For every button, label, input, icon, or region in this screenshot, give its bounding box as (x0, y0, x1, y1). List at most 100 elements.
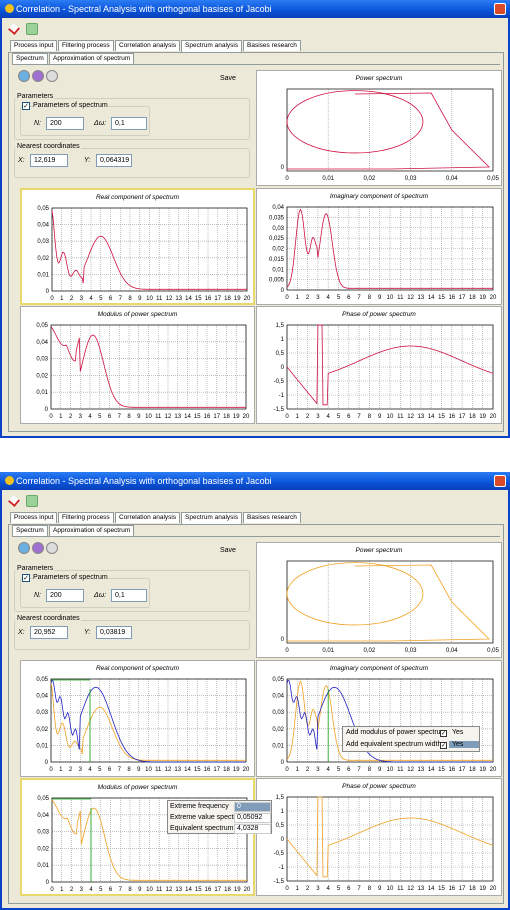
x-tick-label: 3 (316, 886, 320, 892)
x-tick-label: 16 (205, 296, 212, 302)
close-button[interactable] (494, 3, 506, 15)
input[interactable]: 200 (46, 589, 84, 602)
x-tick-label: 7 (357, 414, 361, 420)
tab[interactable]: Correlation analysis (115, 40, 181, 51)
y-tick-label: 0,02 (37, 256, 49, 262)
menu-value[interactable]: Yes (449, 741, 479, 748)
cancel-icon[interactable] (26, 23, 38, 35)
input[interactable]: 0,1 (111, 117, 147, 130)
x-tick-label: 0 (49, 767, 53, 773)
y-tick-label: 0,04 (37, 223, 49, 229)
tool-icon[interactable] (32, 542, 44, 554)
x-tick-label: 15 (438, 767, 445, 773)
curve (50, 326, 246, 408)
input[interactable]: 20,952 (30, 626, 68, 639)
table-value[interactable]: 4,0328 (234, 824, 271, 834)
y-tick-label: 0,5 (276, 351, 285, 357)
tool-icon[interactable] (46, 70, 58, 82)
input[interactable]: 0,1 (111, 589, 147, 602)
x-tick-label: 18 (224, 887, 231, 893)
y-tick-label: -1,5 (274, 879, 285, 885)
y-tick-label: 0,01 (36, 743, 48, 749)
x-tick-label: 0,02 (364, 648, 376, 654)
y-tick-label: 0,02 (37, 846, 49, 852)
x-tick-label: 1 (296, 295, 300, 301)
plot: 0 1 2 3 4 5 6 7 8 9 10 11 12 13 14 15 16 17 18 19 2000,010,0… (36, 677, 250, 773)
x-tick-label: 12 (407, 295, 414, 301)
tab[interactable]: Process input (10, 512, 58, 523)
app-icon (5, 4, 14, 13)
x-tick-label: 7 (357, 767, 361, 773)
checkbox[interactable]: ✓ (22, 102, 30, 110)
x-tick-label: 7 (119, 887, 123, 893)
subtab[interactable]: Approximation of spectrum (49, 53, 135, 64)
x-tick-label: 1 (296, 767, 300, 773)
table-label: Extreme frequency (170, 803, 229, 810)
close-button[interactable] (494, 475, 506, 487)
x-tick-label: 8 (368, 886, 372, 892)
y-tick-label: -1,5 (274, 407, 285, 413)
x-tick-label: 14 (428, 767, 435, 773)
table-value[interactable]: 0,05092 (234, 813, 271, 823)
chart-panel: Modulus of power spectrum 0 1 2 3 4 5 6 7 8 9 10 11 1… (20, 306, 255, 424)
input[interactable]: 200 (46, 117, 84, 130)
x-tick-label: 5 (98, 414, 102, 420)
table-value[interactable]: 0 (234, 802, 271, 812)
tab[interactable]: Process input (10, 40, 58, 51)
x-tick-label: 9 (137, 767, 141, 773)
ok-icon[interactable] (8, 495, 20, 507)
x-tick-label: 8 (368, 414, 372, 420)
tool-icon[interactable] (18, 70, 30, 82)
x-tick-label: 4 (88, 767, 92, 773)
x-tick-label: 16 (448, 414, 455, 420)
save-label[interactable]: Save (220, 75, 236, 82)
x-tick-label: 12 (407, 767, 414, 773)
x-tick-label: 17 (214, 296, 221, 302)
x-tick-label: 0 (285, 176, 289, 182)
save-label[interactable]: Save (220, 547, 236, 554)
x-tick-label: 3 (316, 767, 320, 773)
tool-icon[interactable] (46, 542, 58, 554)
x-tick-label: 14 (185, 887, 192, 893)
subtab[interactable]: Spectrum (12, 525, 48, 537)
tool-icon[interactable] (32, 70, 44, 82)
curve (50, 681, 246, 761)
sub-panel (12, 536, 500, 900)
input[interactable]: 12,619 (30, 154, 68, 167)
tab[interactable]: Filtering process (58, 40, 114, 51)
menu-value[interactable]: Yes (452, 729, 464, 736)
menu-item[interactable]: Add modulus of power spectrum (346, 729, 447, 736)
tool-icon[interactable] (18, 542, 30, 554)
tab[interactable]: Basises research (243, 40, 301, 51)
x-tick-label: 7 (118, 767, 122, 773)
tab[interactable]: Correlation analysis (115, 512, 181, 523)
y-tick-label: 0,035 (269, 215, 285, 221)
x-tick-label: 8 (128, 887, 132, 893)
menu-item[interactable]: Add equivalent spectrum width (346, 741, 442, 748)
x-tick-label: 6 (109, 296, 113, 302)
context-menu: Add modulus of power spectrum ✓ Yes Add equ… (342, 726, 480, 752)
tab[interactable]: Spectrum analysis (181, 512, 243, 524)
x-tick-label: 10 (387, 886, 394, 892)
curve (286, 680, 493, 761)
subtab[interactable]: Spectrum (12, 53, 48, 65)
input[interactable]: 0,064319 (96, 154, 132, 167)
tab[interactable]: Basises research (243, 512, 301, 523)
cancel-icon[interactable] (26, 495, 38, 507)
field-label: N: (34, 592, 41, 599)
checkbox[interactable]: ✓ (22, 574, 30, 582)
subtab[interactable]: Approximation of spectrum (49, 525, 135, 536)
x-tick-label: 10 (387, 295, 394, 301)
field-label: X: (18, 157, 25, 164)
input[interactable]: 0,03819 (96, 626, 132, 639)
tab[interactable]: Spectrum analysis (181, 40, 243, 52)
tab[interactable]: Filtering process (58, 512, 114, 523)
x-tick-label: 2 (306, 414, 310, 420)
ok-icon[interactable] (8, 23, 20, 35)
plot: 0 1 2 3 4 5 6 7 8 9 10 11 12 13 14 15 16 17 18 19 2000,010,0… (36, 323, 250, 420)
x-tick-label: 20 (490, 414, 497, 420)
x-tick-label: 5 (99, 296, 103, 302)
window: Correlation - Spectral Analysis with ort… (0, 0, 510, 438)
x-tick-label: 2 (306, 295, 310, 301)
x-tick-label: 4 (89, 296, 93, 302)
